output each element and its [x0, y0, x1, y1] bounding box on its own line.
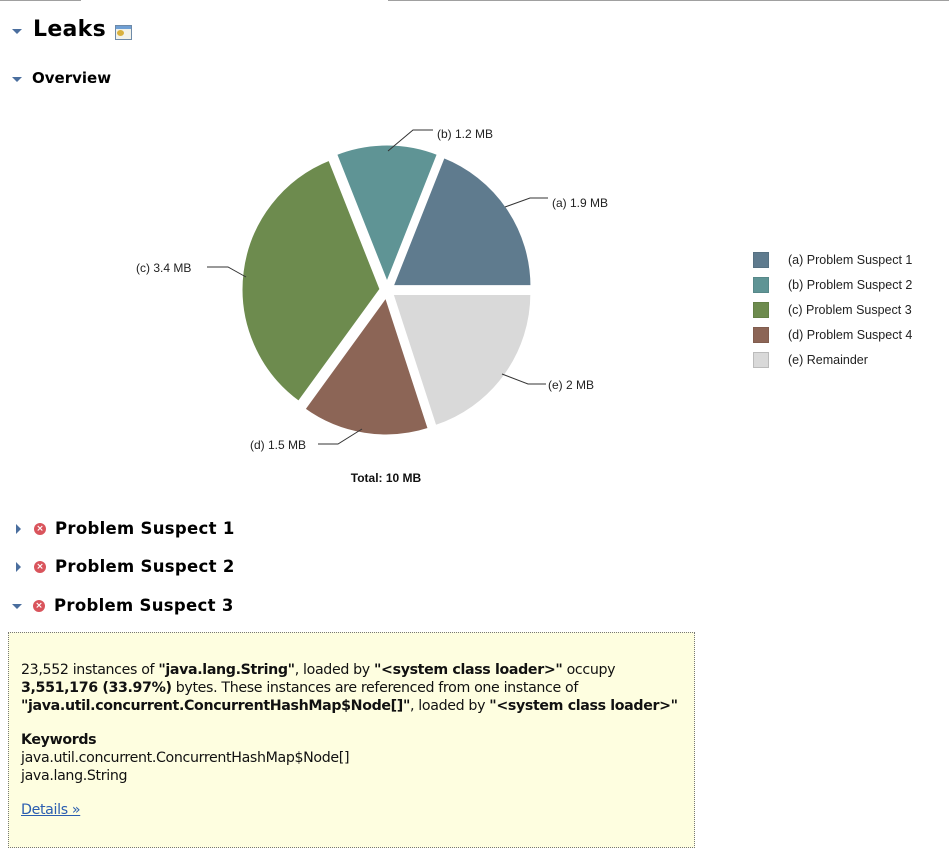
details-link[interactable]: Details » [21, 802, 81, 818]
keyword: java.lang.String [21, 768, 128, 784]
suspect-3-header[interactable]: × Problem Suspect 3 [12, 596, 234, 615]
text: instances of [68, 662, 159, 678]
keywords-title: Keywords [21, 732, 97, 748]
referencing-class: "java.util.concurrent.ConcurrentHashMap$… [21, 698, 410, 714]
legend-swatch [753, 301, 769, 318]
legend-swatch [753, 327, 769, 344]
text: occupy [562, 662, 616, 678]
text: , loaded by [409, 698, 490, 714]
section-title: Overview [32, 69, 112, 87]
text: , loaded by [294, 662, 375, 678]
instance-count: 23,552 [21, 662, 69, 678]
legend-swatch [753, 352, 769, 369]
legend-label: (d) Problem Suspect 4 [788, 328, 913, 343]
slice-label: (e) 2 MB [548, 378, 594, 392]
pie-slice [389, 154, 534, 289]
pie-chart-svg: (a) 1.9 MB (b) 1.2 MB (c) 3.4 MB (d) 1.5 MB… [136, 127, 608, 485]
slice-label: (d) 1.5 MB [250, 438, 306, 452]
pie-slice [239, 157, 383, 405]
legend-item: (e) Remainder [753, 348, 912, 373]
overview-header[interactable]: Overview [12, 69, 111, 87]
suspect-description: 23,552 instances of "java.lang.String", … [21, 661, 682, 715]
legend-label: (c) Problem Suspect 3 [788, 302, 912, 317]
collapse-arrow-icon[interactable] [12, 604, 22, 609]
suspect-3-details: 23,552 instances of "java.lang.String", … [8, 632, 695, 848]
keyword: java.util.concurrent.ConcurrentHashMap$N… [21, 750, 350, 766]
legend-label: (a) Problem Suspect 1 [788, 252, 913, 267]
legend-item: (d) Problem Suspect 4 [753, 323, 912, 348]
error-icon: × [34, 522, 46, 535]
pie-slice [333, 142, 441, 289]
top-border-left [0, 0, 81, 1]
top-border-right [388, 0, 949, 1]
pie-slice [301, 292, 432, 438]
suspect-title: Problem Suspect 2 [55, 557, 235, 576]
legend-label: (e) Remainder [788, 353, 868, 368]
class-loader: "<system class loader>" [374, 662, 563, 678]
leaks-header[interactable]: Leaks [12, 17, 133, 42]
pie-chart: (a) 1.9 MB (b) 1.2 MB (c) 3.4 MB (d) 1.5 MB… [0, 100, 949, 500]
slice-label: (c) 3.4 MB [136, 261, 191, 275]
retained-bytes: 3,551,176 (33.97%) [21, 680, 172, 696]
chart-total: Total: 10 MB [351, 471, 422, 485]
error-icon: × [33, 599, 45, 612]
legend-swatch [753, 276, 769, 293]
error-icon: × [34, 560, 46, 573]
collapse-arrow-icon[interactable] [12, 77, 22, 82]
leader-line [501, 373, 546, 385]
expand-arrow-icon[interactable] [16, 561, 21, 572]
suspect-1-header[interactable]: × Problem Suspect 1 [14, 519, 235, 538]
class-loader: "<system class loader>" [489, 698, 678, 714]
text: bytes. These instances are referenced fr… [171, 680, 579, 696]
page-title: Leaks [33, 17, 107, 42]
suspect-title: Problem Suspect 3 [54, 596, 234, 615]
slice-label: (a) 1.9 MB [552, 196, 608, 210]
legend-item: (c) Problem Suspect 3 [753, 297, 912, 322]
class-name: "java.lang.String" [158, 662, 295, 678]
slice-label: (b) 1.2 MB [437, 127, 493, 141]
legend-swatch [753, 251, 769, 268]
legend-item: (b) Problem Suspect 2 [753, 272, 912, 297]
leader-line [207, 266, 247, 278]
open-in-window-icon[interactable] [115, 24, 133, 40]
suspect-title: Problem Suspect 1 [55, 519, 235, 538]
expand-arrow-icon[interactable] [16, 523, 21, 534]
leader-line [504, 197, 548, 208]
leader-line [387, 129, 433, 152]
collapse-arrow-icon[interactable] [12, 28, 22, 34]
legend-item: (a) Problem Suspect 1 [753, 247, 912, 272]
chart-legend: (a) Problem Suspect 1 (b) Problem Suspec… [753, 247, 912, 373]
leader-line [318, 428, 363, 445]
pie-slice [389, 292, 534, 429]
suspect-2-header[interactable]: × Problem Suspect 2 [14, 557, 235, 576]
legend-label: (b) Problem Suspect 2 [788, 277, 913, 292]
